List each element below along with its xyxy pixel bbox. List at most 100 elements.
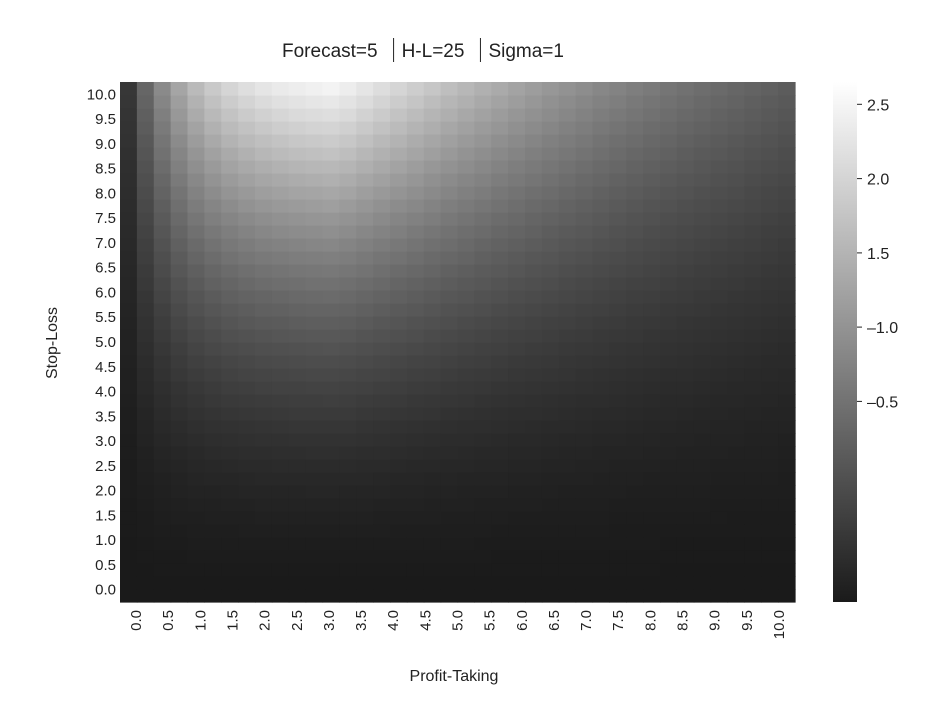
heatmap-cell (423, 537, 442, 551)
heatmap-cell (271, 173, 290, 187)
heatmap-cell (204, 238, 222, 252)
heatmap-cell (288, 524, 307, 538)
heatmap-cell (170, 251, 189, 265)
heatmap-cell (204, 134, 222, 148)
heatmap-cell (727, 199, 745, 213)
heatmap-cell (322, 251, 340, 265)
heatmap-cell (322, 160, 340, 174)
heatmap-cell (406, 472, 425, 486)
heatmap-cell (406, 550, 425, 564)
heatmap-cell (660, 446, 678, 460)
heatmap-cell (423, 498, 442, 512)
heatmap-cell (541, 225, 560, 239)
heatmap-cell (255, 576, 273, 590)
heatmap-cell (136, 290, 155, 304)
heatmap-cell (221, 134, 239, 148)
heatmap-cell (373, 108, 391, 122)
heatmap-cell (508, 82, 526, 96)
heatmap-cell (474, 511, 492, 525)
heatmap-cell (541, 446, 560, 460)
heatmap-cell (744, 316, 762, 330)
heatmap-cell (457, 329, 475, 343)
heatmap-cell (727, 524, 745, 538)
heatmap-cell (525, 238, 543, 252)
heatmap-cell (761, 589, 779, 603)
heatmap-cell (339, 82, 357, 96)
heatmap-cell (423, 264, 442, 278)
heatmap-cell (288, 407, 307, 421)
heatmap-cell (187, 290, 205, 304)
heatmap-cell (238, 576, 256, 590)
heatmap-cell (170, 160, 189, 174)
heatmap-cell (339, 264, 357, 278)
heatmap-cell (187, 329, 205, 343)
heatmap-cell (339, 472, 357, 486)
heatmap-cell (120, 225, 138, 239)
heatmap-cell (710, 108, 729, 122)
heatmap-cell (204, 563, 222, 577)
heatmap-cell (491, 238, 509, 252)
heatmap-cell (406, 95, 425, 109)
heatmap-cell (187, 407, 205, 421)
heatmap-cell (305, 147, 324, 161)
heatmap-cell (525, 186, 543, 200)
heatmap-cell (120, 459, 138, 473)
heatmap-cell (406, 121, 425, 135)
heatmap-cell (136, 368, 155, 382)
heatmap-cell (221, 316, 239, 330)
heatmap-cell (778, 446, 796, 460)
heatmap-cell (170, 368, 189, 382)
heatmap-cell (457, 342, 475, 356)
colorbar-tick-label: 1.5 (867, 246, 889, 263)
heatmap-cell (204, 82, 222, 96)
heatmap-cell (744, 394, 762, 408)
heatmap-cell (558, 251, 577, 265)
heatmap-cell (423, 394, 442, 408)
heatmap-cell (390, 498, 408, 512)
heatmap-cell (575, 264, 594, 278)
heatmap-cell (356, 186, 374, 200)
heatmap-cell (390, 212, 408, 226)
heatmap-cell (305, 342, 324, 356)
heatmap-cell (676, 108, 695, 122)
heatmap-cell (120, 134, 138, 148)
heatmap-cell (356, 290, 374, 304)
heatmap-cell (120, 290, 138, 304)
heatmap-cell (136, 472, 155, 486)
heatmap-cell (221, 563, 239, 577)
heatmap-cell (255, 459, 273, 473)
heatmap-cell (170, 342, 189, 356)
heatmap-cell (761, 212, 779, 226)
heatmap-cell (558, 511, 577, 525)
heatmap-cell (271, 485, 290, 499)
heatmap-cell (744, 485, 762, 499)
heatmap-cell (406, 186, 425, 200)
heatmap-cell (575, 199, 594, 213)
heatmap-cell (710, 212, 729, 226)
heatmap-cell (541, 563, 560, 577)
heatmap-cell (693, 576, 712, 590)
heatmap-cell (592, 303, 610, 317)
y-tick-label: 7.5 (95, 210, 116, 227)
heatmap-cell (474, 550, 492, 564)
heatmap-cell (288, 446, 307, 460)
heatmap-cell (305, 264, 324, 278)
heatmap-cell (525, 329, 543, 343)
heatmap-cell (541, 95, 560, 109)
heatmap-cell (643, 394, 661, 408)
heatmap-cell (626, 381, 644, 395)
heatmap-cell (406, 498, 425, 512)
heatmap-cell (575, 108, 594, 122)
heatmap-cell (255, 303, 273, 317)
heatmap-cell (187, 576, 205, 590)
heatmap-cell (305, 368, 324, 382)
heatmap-cell (474, 589, 492, 603)
heatmap-cell (322, 381, 340, 395)
heatmap-cell (356, 433, 374, 447)
heatmap-cell (406, 147, 425, 161)
heatmap-cell (761, 251, 779, 265)
heatmap-cell (423, 186, 442, 200)
heatmap-cell (153, 589, 172, 603)
heatmap-cell (693, 550, 712, 564)
heatmap-cell (778, 134, 796, 148)
